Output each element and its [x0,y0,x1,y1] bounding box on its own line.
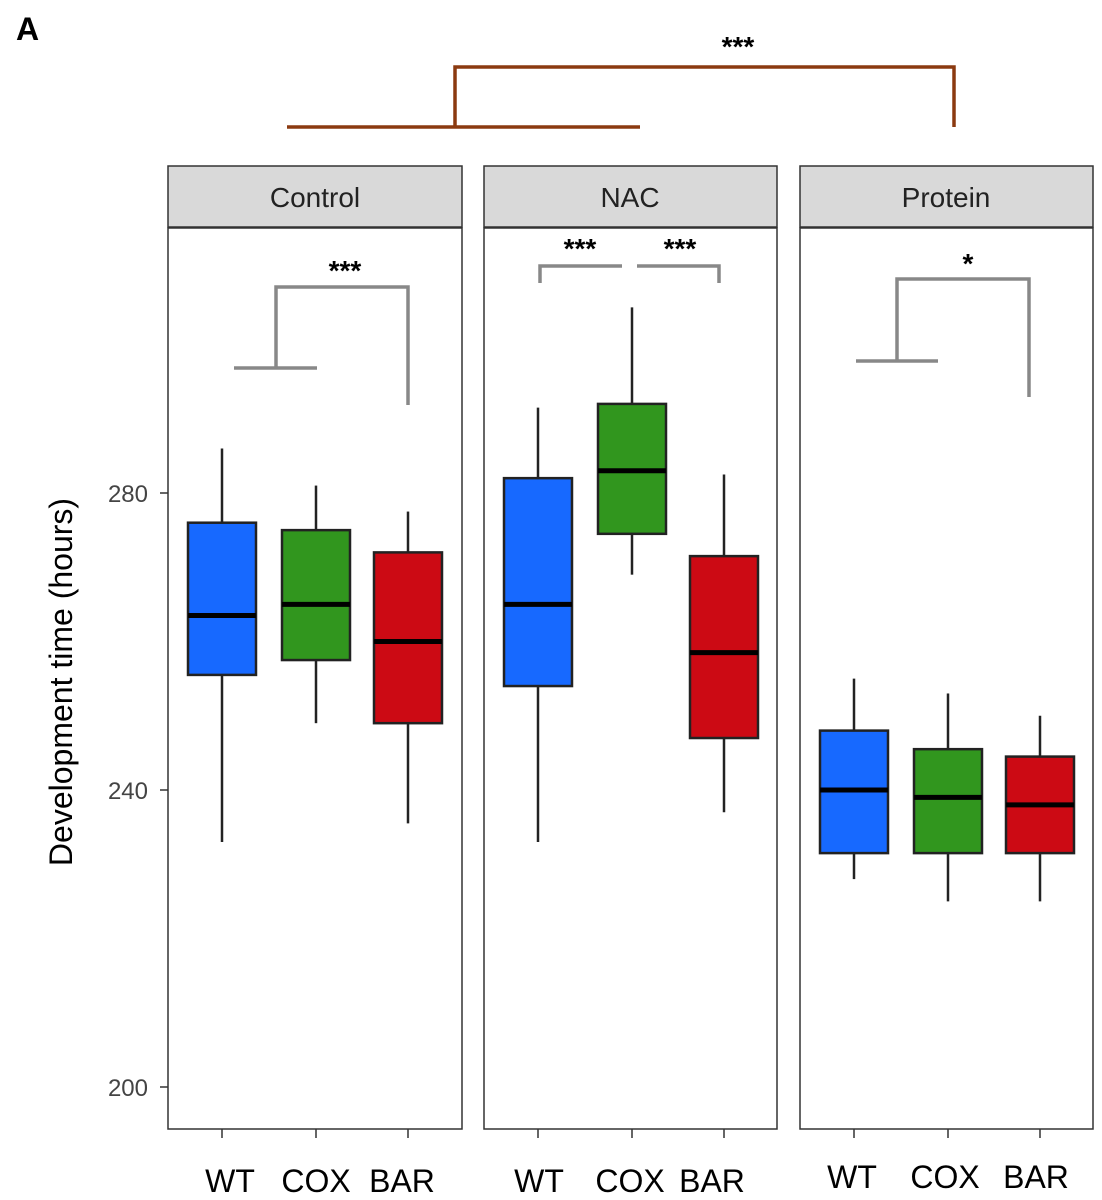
boxes-protein [818,678,1076,902]
comparison-label-protein: * [963,248,974,279]
comparison-bracket-nac-1: *** [538,233,622,283]
facet-control: Control *** WT COX BAR [167,165,463,1199]
comparison-bracket-protein: * [856,248,1031,397]
facet-strip-nac [483,165,778,228]
boxes-control [186,448,444,842]
y-axis: 200 240 280 [108,481,168,1102]
comparison-label-control: *** [329,255,362,286]
y-tick-label-200: 200 [108,1075,148,1102]
x-ticks-nac [537,1129,725,1138]
x-label-control-wt: WT [205,1163,255,1199]
box-control-wt [186,521,258,677]
x-label-protein-cox: COX [910,1159,979,1195]
boxes-nac [502,307,760,842]
facet-strip-label-protein: Protein [902,182,991,213]
comparison-bracket-control: *** [234,255,410,405]
y-tick-label-240: 240 [108,778,148,805]
facet-strip-protein [799,165,1094,228]
x-ticks-protein [853,1129,1041,1138]
comparison-label-nac-1: *** [564,233,597,264]
facet-strip-label-control: Control [270,182,360,213]
x-label-control-bar: BAR [369,1163,435,1199]
x-label-nac-bar: BAR [679,1163,745,1199]
comparison-label-nac-2: *** [664,233,697,264]
facet-nac: NAC *** *** WT COX BAR [483,165,778,1199]
box-protein-cox [912,747,984,855]
box-nac-wt [502,476,574,688]
x-label-nac-wt: WT [514,1163,564,1199]
facet-comparison-bracket: *** [287,31,956,129]
comparison-bracket-nac-2: *** [637,233,721,283]
box-nac-bar [688,554,760,740]
x-label-nac-cox: COX [595,1163,664,1199]
facet-strip-label-nac: NAC [600,182,659,213]
y-axis-label: Development time (hours) [43,498,79,866]
facet-comparison-label: *** [722,31,755,62]
box-control-cox [280,528,352,662]
facet-panel-protein [799,227,1094,1130]
x-label-control-cox: COX [281,1163,350,1199]
y-tick-label-280: 280 [108,481,148,508]
x-ticks-control [221,1129,409,1138]
box-control-bar [372,551,444,725]
facet-protein: Protein * WT COX BAR [799,165,1094,1195]
x-label-protein-wt: WT [827,1159,877,1195]
facet-strip-control [167,165,463,228]
x-label-protein-bar: BAR [1003,1159,1069,1195]
panel-label: A [16,11,39,47]
